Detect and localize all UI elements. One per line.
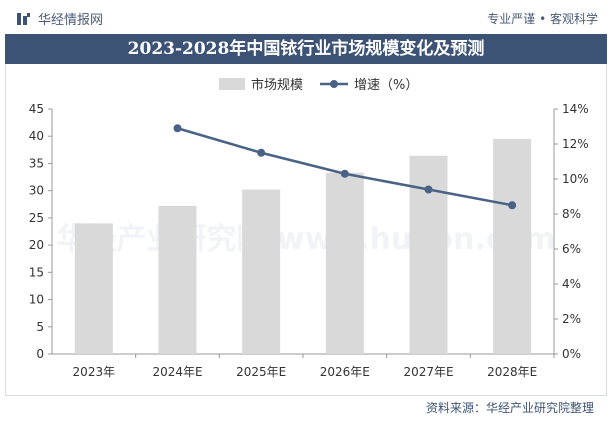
brand-name: 华经情报网 (38, 13, 104, 28)
growth-point-4 (424, 185, 433, 194)
header-bar: 华经情报网 专业严谨 • 客观科学 (0, 0, 612, 34)
x-tick-label: 2025年E (236, 365, 286, 379)
y-right-tick-label: 0% (562, 347, 581, 361)
x-tick-label: 2028年E (487, 365, 537, 379)
growth-point-2 (257, 148, 266, 157)
y-left-tick-label: 40 (29, 129, 44, 143)
growth-point-1 (173, 124, 182, 133)
legend-label-growth: 增速（%） (354, 78, 418, 93)
y-right-tick-label: 2% (562, 312, 581, 326)
y-left-tick-label: 10 (29, 293, 44, 307)
bar-3 (242, 189, 281, 354)
y-left-tick-label: 25 (29, 211, 44, 225)
growth-point-3 (340, 169, 349, 178)
bar-1 (74, 223, 113, 354)
y-right-tick-label: 6% (562, 242, 581, 256)
y-right-tick-label: 12% (562, 137, 589, 151)
y-right-tick-label: 14% (562, 102, 589, 116)
source-note: 资料来源：华经产业研究院整理 (425, 401, 594, 415)
legend-marker-growth (330, 80, 338, 88)
y-left-tick-label: 20 (29, 238, 44, 252)
y-left-tick-label: 15 (29, 265, 44, 279)
y-left-tick-label: 45 (29, 102, 44, 116)
y-left-tick-label: 5 (36, 320, 44, 334)
x-tick-label: 2026年E (320, 365, 370, 379)
x-tick-label: 2023年 (73, 365, 116, 379)
brand-logo-icon (17, 12, 30, 25)
legend-swatch-bars (219, 78, 245, 90)
chart: 华经产业研究院 www.huaon.com 0 5 10 15 20 25 30 35 40 45 0… (29, 77, 589, 379)
growth-point-5 (508, 201, 517, 210)
y-right-tick-label: 10% (562, 172, 589, 186)
logo: 华经情报网 (16, 9, 103, 28)
x-tick-label: 2024年E (152, 365, 202, 379)
chart-frame: 华经产业研究院 www.huaon.com 0 5 10 15 20 25 30 35 40 45 0… (5, 64, 607, 396)
bar-6 (493, 138, 532, 354)
y-right-tick-label: 8% (562, 207, 581, 221)
slogan: 专业严谨 • 客观科学 (487, 12, 598, 26)
y-left-tick-label: 35 (29, 156, 44, 170)
bar-4 (325, 172, 364, 354)
legend-label-bars: 市场规模 (251, 77, 303, 93)
watermark: 华经产业研究院 www.huaon.com (56, 222, 555, 257)
x-tick-label: 2027年E (403, 365, 453, 379)
y-right-tick-label: 4% (562, 277, 581, 291)
y-left-tick-label: 0 (36, 347, 44, 361)
chart-title: 2023-2028年中国铱行业市场规模变化及预测 (5, 34, 607, 64)
y-left-tick-label: 30 (29, 184, 44, 198)
bar-2 (158, 205, 197, 354)
